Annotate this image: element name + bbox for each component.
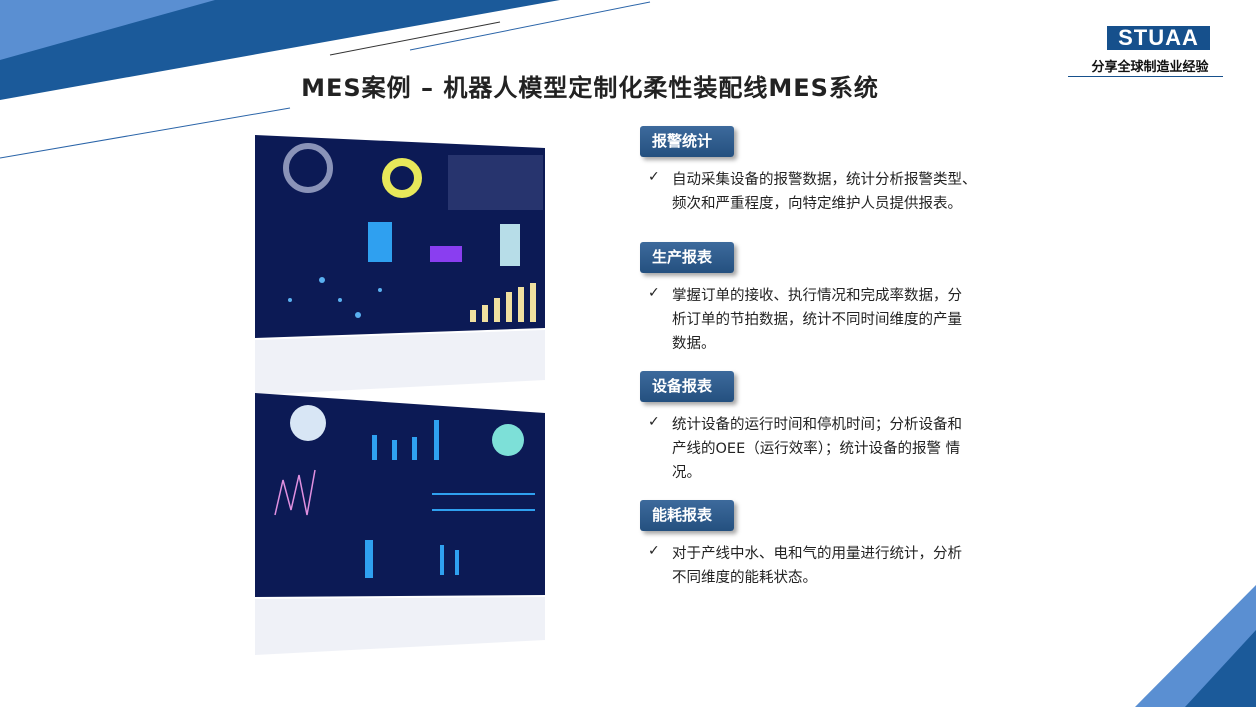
section-heading: 设备报表 [640,371,734,402]
divider [1068,76,1223,77]
deco-line [0,107,291,159]
check-icon: ✓ [648,414,660,430]
corner-shape [0,0,215,60]
logo: STUAA [1107,26,1210,50]
deco-line [409,1,651,51]
dashboard-image [255,135,545,655]
section-heading: 报警统计 [640,126,734,157]
section-heading: 生产报表 [640,242,734,273]
bullet-text: 析订单的节拍数据，统计不同时间维度的产量 [672,312,962,328]
check-icon: ✓ [648,169,660,185]
bullet-text: 产线的OEE（运行效率）；统计设备的报警 情 [672,441,961,457]
deco-line [329,21,501,56]
bullet-text: 统计设备的运行时间和停机时间；分析设备和 [672,417,962,433]
check-icon: ✓ [648,285,660,301]
bullet-text: 数据。 [672,336,716,352]
bullet-text: 频次和严重程度，向特定维护人员提供报表。 [672,196,962,212]
check-icon: ✓ [648,543,660,559]
corner-shape [1185,630,1256,707]
bullet-text: 不同维度的能耗状态。 [672,570,817,586]
corner-shape [0,0,560,100]
bullet-text: 掌握订单的接收、执行情况和完成率数据，分 [672,288,962,304]
bullet-text: 自动采集设备的报警数据，统计分析报警类型、 [672,172,977,188]
bullet-text: 对于产线中水、电和气的用量进行统计，分析 [672,546,962,562]
slide-title: MES案例 – 机器人模型定制化柔性装配线MES系统 [301,74,879,102]
bullet-text: 况。 [672,465,701,481]
slogan: 分享全球制造业经验 [1091,60,1209,75]
section-heading: 能耗报表 [640,500,734,531]
